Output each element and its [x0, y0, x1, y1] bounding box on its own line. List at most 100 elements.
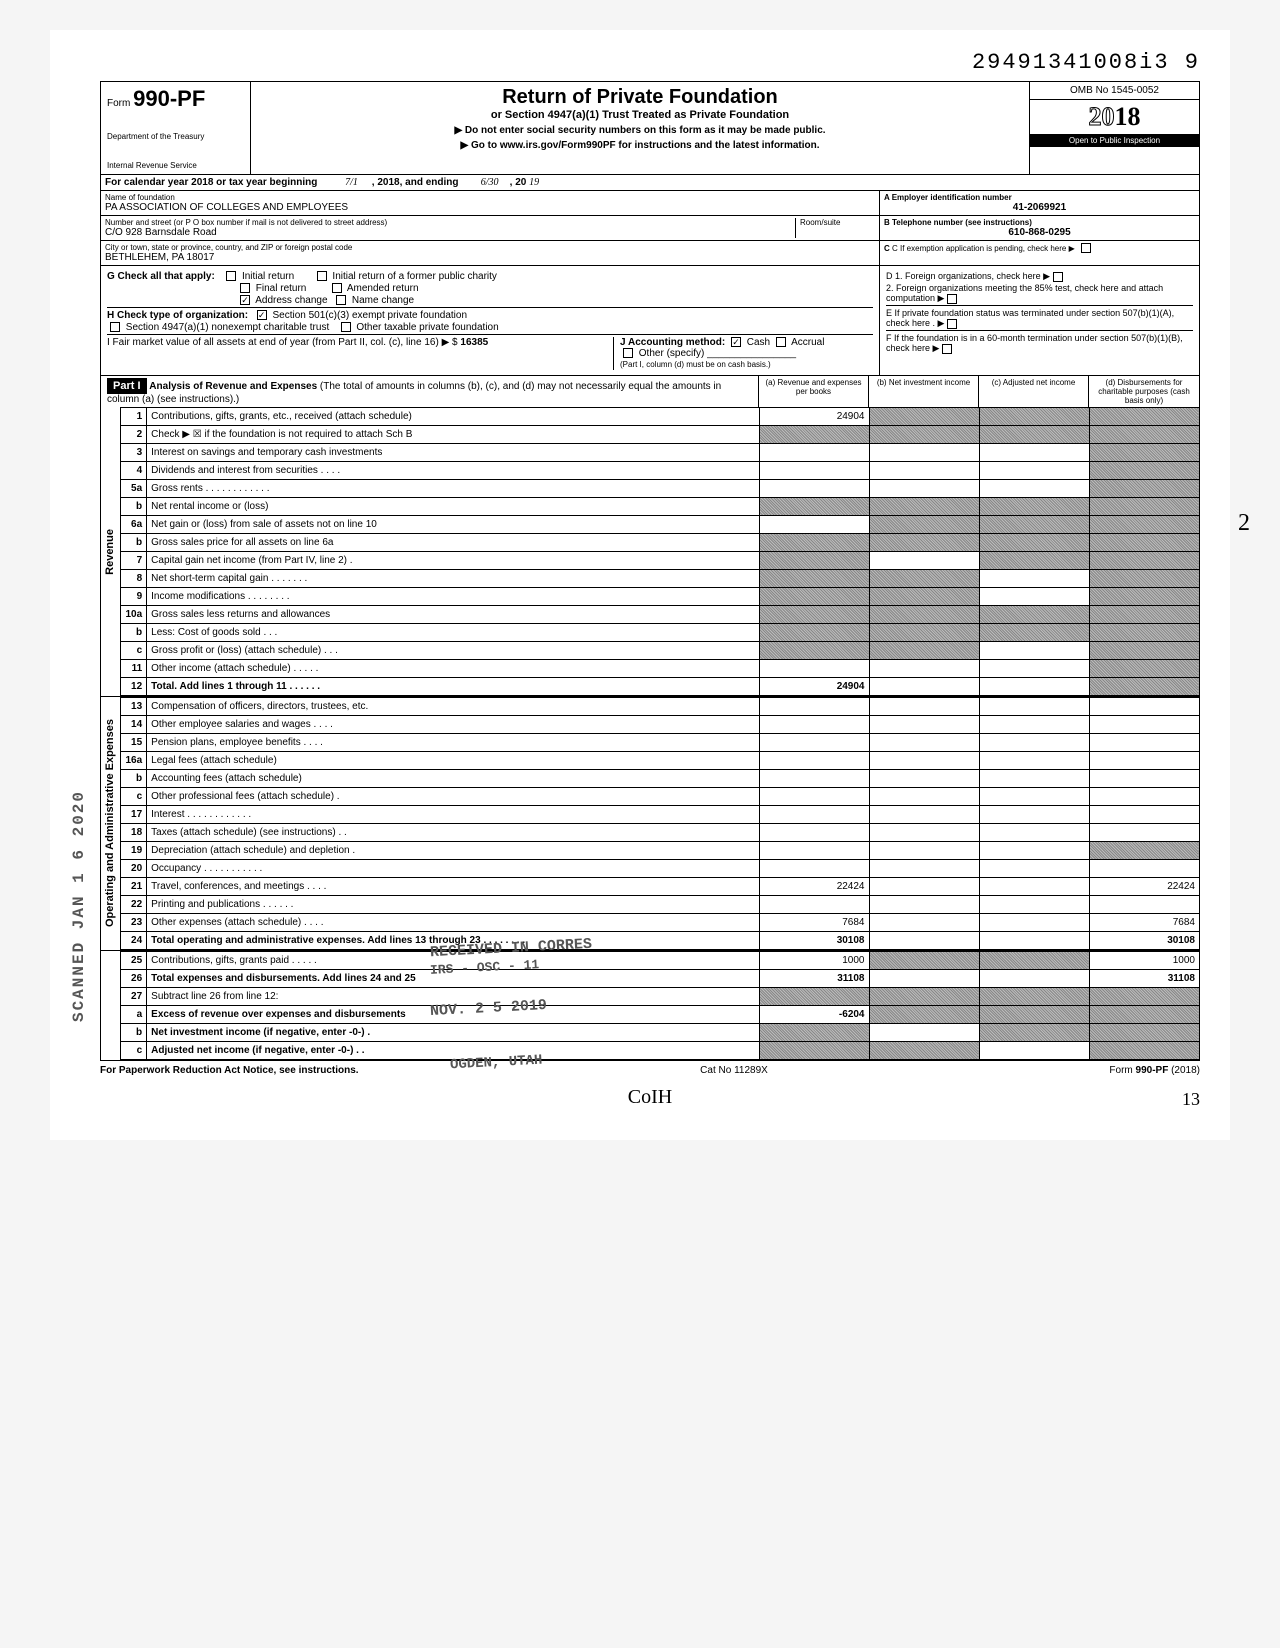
cal-end2: , 20: [510, 177, 527, 188]
summary-section: 25Contributions, gifts, grants paid . . …: [101, 950, 1199, 1060]
cb-initial[interactable]: [226, 271, 236, 281]
table-row: 4Dividends and interest from securities …: [121, 462, 1199, 480]
footer-cat: Cat No 11289X: [700, 1065, 768, 1076]
summary-table: 25Contributions, gifts, grants paid . . …: [121, 951, 1199, 1060]
omb-number: OMB No 1545-0052: [1030, 82, 1199, 100]
identity-left: Name of foundation PA ASSOCIATION OF COL…: [101, 191, 879, 265]
table-row: bGross sales price for all assets on lin…: [121, 534, 1199, 552]
cb-final[interactable]: [240, 283, 250, 293]
footer-right: Form 990-PF (2018): [1109, 1065, 1200, 1076]
tax-year: 2018: [1030, 100, 1199, 134]
cal-end: 6/30: [481, 177, 499, 188]
dln-number: 29491341008i3 9: [100, 50, 1200, 75]
cb-other-taxable[interactable]: [341, 322, 351, 332]
form-page: 29491341008i3 9 Form 990-PF Department o…: [50, 30, 1230, 1140]
form-number: 990-PF: [133, 86, 205, 111]
revenue-label: Revenue: [104, 529, 116, 575]
part-1: Part I Analysis of Revenue and Expenses …: [100, 376, 1200, 1061]
table-row: 10aGross sales less returns and allowanc…: [121, 606, 1199, 624]
e-label: E If private foundation status was termi…: [886, 308, 1174, 328]
dept-treasury: Department of the Treasury: [107, 132, 244, 141]
table-row: 2Check ▶ ☒ if the foundation is not requ…: [121, 426, 1199, 444]
cb-d1[interactable]: [1053, 272, 1063, 282]
cb-addr-change[interactable]: ✓: [240, 295, 250, 305]
table-row: 18Taxes (attach schedule) (see instructi…: [121, 824, 1199, 842]
form-note-2: ▶ Go to www.irs.gov/Form990PF for instru…: [257, 140, 1023, 151]
cb-initial-former[interactable]: [317, 271, 327, 281]
cb-amended[interactable]: [332, 283, 342, 293]
street-address: C/O 928 Barnsdale Road: [105, 227, 795, 238]
table-row: 16aLegal fees (attach schedule): [121, 752, 1199, 770]
c-label: C If exemption application is pending, c…: [892, 244, 1075, 253]
table-row: 5aGross rents . . . . . . . . . . . .: [121, 480, 1199, 498]
opex-section: Operating and Administrative Expenses 13…: [101, 696, 1199, 950]
part1-badge: Part I: [107, 378, 147, 394]
table-row: 13Compensation of officers, directors, t…: [121, 698, 1199, 716]
city-state-zip: BETHLEHEM, PA 18017: [105, 252, 875, 263]
checks-right: D 1. Foreign organizations, check here ▶…: [879, 266, 1199, 375]
table-row: 9Income modifications . . . . . . . .: [121, 588, 1199, 606]
cb-4947[interactable]: [110, 322, 120, 332]
table-row: 6aNet gain or (loss) from sale of assets…: [121, 516, 1199, 534]
table-row: 8Net short-term capital gain . . . . . .…: [121, 570, 1199, 588]
cal-end-yr: 19: [529, 177, 539, 188]
table-row: bNet rental income or (loss): [121, 498, 1199, 516]
calendar-year-row: For calendar year 2018 or tax year begin…: [100, 175, 1200, 191]
addr-label: Number and street (or P O box number if …: [105, 218, 795, 227]
table-row: 7Capital gain net income (from Part IV, …: [121, 552, 1199, 570]
name-label: Name of foundation: [105, 193, 875, 202]
cb-f[interactable]: [942, 344, 952, 354]
table-row: 14Other employee salaries and wages . . …: [121, 716, 1199, 734]
table-row: 23Other expenses (attach schedule) . . .…: [121, 914, 1199, 932]
cb-cash[interactable]: ✓: [731, 337, 741, 347]
table-row: 17Interest . . . . . . . . . . . .: [121, 806, 1199, 824]
header-right: OMB No 1545-0052 2018 Open to Public Ins…: [1029, 82, 1199, 174]
i-value: 16385: [460, 337, 488, 348]
revenue-section: Revenue 1Contributions, gifts, grants, e…: [101, 407, 1199, 696]
cb-501c3[interactable]: ✓: [257, 310, 267, 320]
c-checkbox[interactable]: [1081, 243, 1091, 253]
identity-block: Name of foundation PA ASSOCIATION OF COL…: [100, 191, 1200, 266]
room-label: Room/suite: [800, 218, 875, 227]
form-subtitle: or Section 4947(a)(1) Trust Treated as P…: [257, 109, 1023, 121]
table-row: 12Total. Add lines 1 through 11 . . . . …: [121, 678, 1199, 696]
col-c-hdr: (c) Adjusted net income: [979, 376, 1089, 407]
cb-accrual[interactable]: [776, 337, 786, 347]
cb-other-method[interactable]: [623, 348, 633, 358]
table-row: 15Pension plans, employee benefits . . .…: [121, 734, 1199, 752]
revenue-table: 1Contributions, gifts, grants, etc., rec…: [121, 407, 1199, 696]
cb-e[interactable]: [947, 319, 957, 329]
page-footer: For Paperwork Reduction Act Notice, see …: [100, 1065, 1200, 1076]
f-label: F If the foundation is in a 60-month ter…: [886, 333, 1183, 353]
part1-header: Part I Analysis of Revenue and Expenses …: [101, 376, 1199, 407]
table-row: 27Subtract line 26 from line 12:: [121, 988, 1199, 1006]
opex-table: 13Compensation of officers, directors, t…: [121, 697, 1199, 950]
col-a-hdr: (a) Revenue and expenses per books: [759, 376, 869, 407]
form-header: Form 990-PF Department of the Treasury I…: [100, 81, 1200, 175]
handwriting-margin: 2: [1238, 510, 1250, 537]
table-row: bNet investment income (if negative, ent…: [121, 1024, 1199, 1042]
cal-text: For calendar year 2018 or tax year begin…: [105, 177, 317, 188]
footer-left: For Paperwork Reduction Act Notice, see …: [100, 1065, 359, 1076]
table-row: cOther professional fees (attach schedul…: [121, 788, 1199, 806]
table-row: 26Total expenses and disbursements. Add …: [121, 970, 1199, 988]
form-title: Return of Private Foundation: [257, 86, 1023, 109]
opex-label: Operating and Administrative Expenses: [104, 719, 116, 927]
cal-begin: 7/1: [345, 177, 358, 188]
table-row: aExcess of revenue over expenses and dis…: [121, 1006, 1199, 1024]
cb-name-change[interactable]: [336, 295, 346, 305]
table-row: 24Total operating and administrative exp…: [121, 932, 1199, 950]
g-label: G Check all that apply:: [107, 271, 215, 282]
table-row: 25Contributions, gifts, grants paid . . …: [121, 952, 1199, 970]
col-b-hdr: (b) Net investment income: [869, 376, 979, 407]
table-row: 20Occupancy . . . . . . . . . . .: [121, 860, 1199, 878]
cb-d2[interactable]: [947, 294, 957, 304]
form-note-1: ▶ Do not enter social security numbers o…: [257, 125, 1023, 136]
table-row: bAccounting fees (attach schedule): [121, 770, 1199, 788]
checks-left: G Check all that apply: Initial return I…: [101, 266, 879, 375]
i-label: I Fair market value of all assets at end…: [107, 337, 458, 348]
d1-label: D 1. Foreign organizations, check here: [886, 271, 1041, 281]
table-row: 3Interest on savings and temporary cash …: [121, 444, 1199, 462]
table-row: bLess: Cost of goods sold . . .: [121, 624, 1199, 642]
table-row: cGross profit or (loss) (attach schedule…: [121, 642, 1199, 660]
